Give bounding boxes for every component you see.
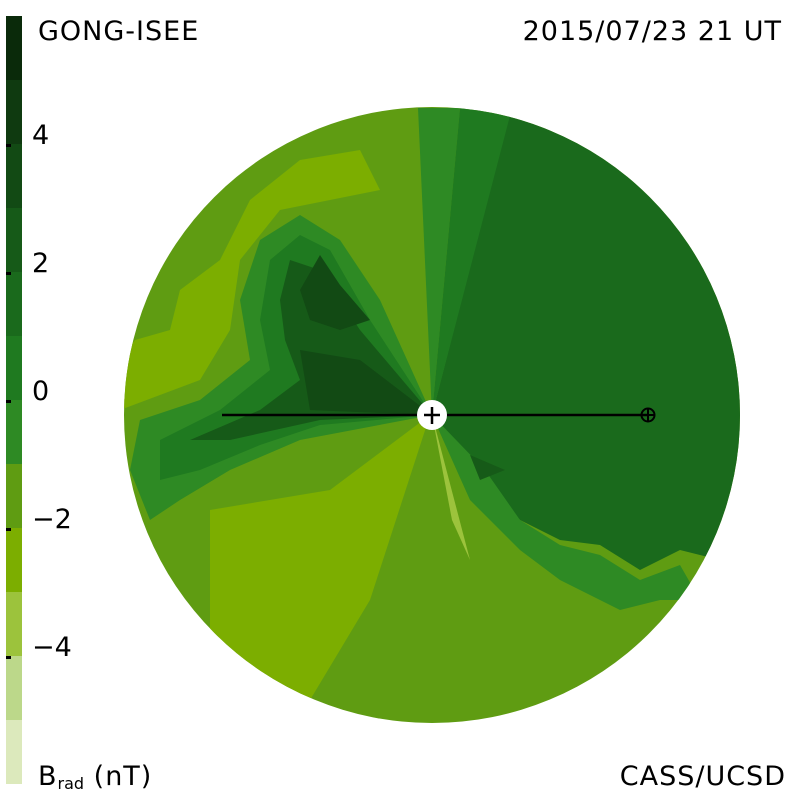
unit-label: (nT) bbox=[84, 761, 153, 792]
quantity-units-label: Brad (nT) bbox=[38, 763, 152, 792]
colorbar-band bbox=[6, 80, 22, 144]
colorbar-band bbox=[6, 272, 22, 336]
colorbar-tick-label: 2 bbox=[32, 248, 50, 279]
colorbar bbox=[6, 16, 22, 784]
sun-center-icon bbox=[417, 400, 447, 430]
credit-label: CASS/UCSD bbox=[619, 761, 786, 792]
colorbar-tick-mark bbox=[6, 400, 11, 403]
colorbar-band bbox=[6, 528, 22, 592]
colorbar-tick-label: 0 bbox=[32, 376, 50, 407]
colorbar-tick-label: −2 bbox=[32, 504, 72, 535]
colorbar-tick-mark bbox=[6, 656, 11, 659]
colorbar-band bbox=[6, 720, 22, 784]
colorbar-tick-mark bbox=[6, 528, 11, 531]
colorbar-tick-mark bbox=[6, 144, 11, 147]
quantity-subscript: rad bbox=[57, 774, 85, 793]
colorbar-band bbox=[6, 208, 22, 272]
colorbar-band bbox=[6, 336, 22, 400]
colorbar-band bbox=[6, 400, 22, 464]
colorbar-tick-label: −4 bbox=[32, 632, 72, 663]
colorbar-band bbox=[6, 144, 22, 208]
colorbar-band bbox=[6, 16, 22, 80]
colorbar-tick-mark bbox=[6, 272, 11, 275]
datetime-label: 2015/07/23 21 UT bbox=[522, 16, 782, 47]
colorbar-band bbox=[6, 464, 22, 528]
quantity-symbol: B bbox=[38, 761, 58, 792]
colorbar-tick-label: 4 bbox=[32, 120, 50, 151]
colorbar-band bbox=[6, 592, 22, 656]
colorbar-band bbox=[6, 656, 22, 720]
earth-icon bbox=[640, 407, 656, 423]
data-source-label: GONG-ISEE bbox=[38, 16, 200, 47]
